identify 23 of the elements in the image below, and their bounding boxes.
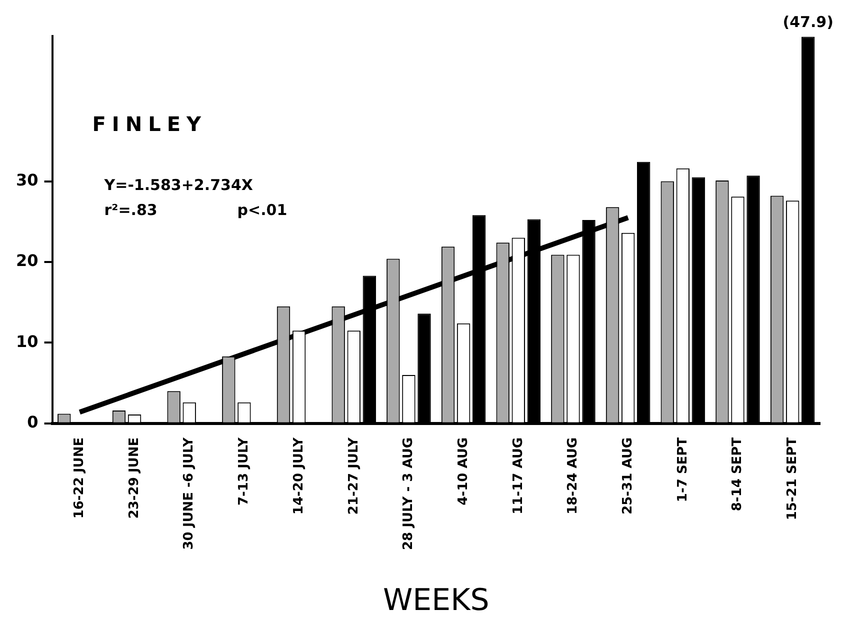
data-label: (47.9) bbox=[782, 13, 834, 32]
y-tick-label: 30 bbox=[16, 170, 38, 190]
x-axis-title: WEEKS bbox=[382, 582, 490, 618]
x-tick-label: 18-24 AUG bbox=[566, 437, 581, 514]
x-tick-label: 15-21 SEPT bbox=[784, 437, 800, 520]
x-tick-label: 16-22 JUNE bbox=[72, 437, 88, 519]
x-tick-label: 23-29 JUNE bbox=[126, 437, 142, 519]
y-tick-label: 0 bbox=[27, 412, 38, 432]
y-tick-label: 10 bbox=[16, 332, 38, 351]
x-tick-label: 14-20 JULY bbox=[291, 436, 306, 515]
x-tick-label: 4-10 AUG bbox=[456, 437, 471, 506]
x-tick-label: 25-31 AUG bbox=[620, 437, 636, 514]
x-tick-label: 7-13 JULY bbox=[236, 436, 252, 506]
x-tick-label: 1-7 SEPT bbox=[675, 437, 690, 502]
annotation: r²=.83 bbox=[104, 200, 158, 219]
x-tick-label: 28 JULY - 3 AUG bbox=[401, 437, 416, 550]
annotation: p<.01 bbox=[237, 200, 288, 219]
annotation: Y=-1.583+2.734X bbox=[103, 176, 254, 194]
x-tick-label: 21-27 JULY bbox=[346, 436, 362, 515]
x-tick-label: 11-17 AUG bbox=[510, 437, 526, 514]
x-tick-label: 8-14 SEPT bbox=[730, 437, 746, 512]
x-tick-label: 30 JUNE -6 JULY bbox=[182, 436, 197, 550]
y-tick-label: 20 bbox=[16, 251, 38, 270]
